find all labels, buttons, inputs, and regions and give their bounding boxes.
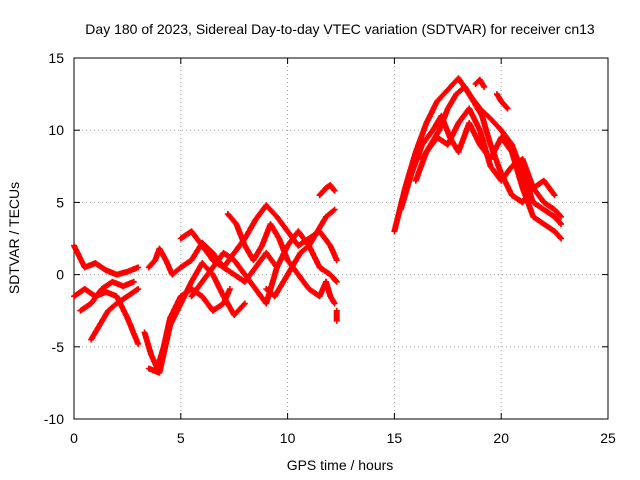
- data-point-markers: [472, 76, 488, 90]
- y-axis-label: SDTVAR / TECUs: [6, 182, 22, 294]
- series-trace-7: [145, 260, 248, 376]
- series-trace-20: [493, 91, 511, 112]
- data-point-markers: [316, 182, 338, 199]
- series-trace-5: [141, 286, 233, 372]
- series-trace-4: [88, 286, 142, 343]
- series-trace-18: [419, 83, 558, 206]
- series-trace-13: [323, 278, 338, 307]
- y-tick-label: 10: [48, 122, 64, 138]
- data-point-markers: [88, 286, 142, 343]
- data-point-markers: [323, 278, 338, 307]
- series-trace-1: [71, 242, 142, 278]
- data-point-markers: [71, 242, 142, 278]
- x-tick-label: 5: [177, 430, 185, 446]
- data-point-markers: [333, 307, 340, 324]
- chart-title: Day 180 of 2023, Sidereal Day-to-day VTE…: [85, 21, 595, 37]
- x-tick-label: 20: [493, 430, 509, 446]
- data-point-markers: [188, 228, 340, 307]
- y-tick-label: -10: [44, 411, 64, 427]
- series-trace-11: [263, 206, 338, 300]
- data-point-markers: [224, 211, 329, 300]
- data-point-markers: [493, 91, 511, 112]
- x-tick-label: 0: [70, 430, 78, 446]
- x-tick-label: 10: [280, 430, 296, 446]
- axis-ticks: 0 5 10 15 20 25 -10 -5 0 5 10 15: [44, 50, 616, 446]
- series-trace-19: [472, 76, 488, 90]
- series-trace-14: [333, 307, 340, 324]
- data-point-markers: [77, 278, 137, 314]
- x-axis-label: GPS time / hours: [287, 457, 394, 473]
- series-trace-12: [316, 182, 338, 199]
- y-tick-label: 0: [56, 267, 64, 283]
- series-trace-9: [188, 228, 340, 307]
- y-tick-label: -5: [52, 339, 65, 355]
- data-point-markers: [145, 260, 248, 376]
- series-trace-10: [224, 211, 329, 300]
- data-points: [71, 75, 564, 376]
- x-tick-label: 15: [387, 430, 403, 446]
- data-point-markers: [141, 286, 233, 372]
- x-tick-label: 25: [600, 430, 616, 446]
- series-trace-3: [77, 278, 137, 314]
- data-point-markers: [263, 206, 338, 300]
- plot-frame: [73, 57, 609, 420]
- y-tick-label: 5: [56, 194, 64, 210]
- data-point-markers: [419, 83, 558, 206]
- y-tick-label: 15: [48, 50, 64, 66]
